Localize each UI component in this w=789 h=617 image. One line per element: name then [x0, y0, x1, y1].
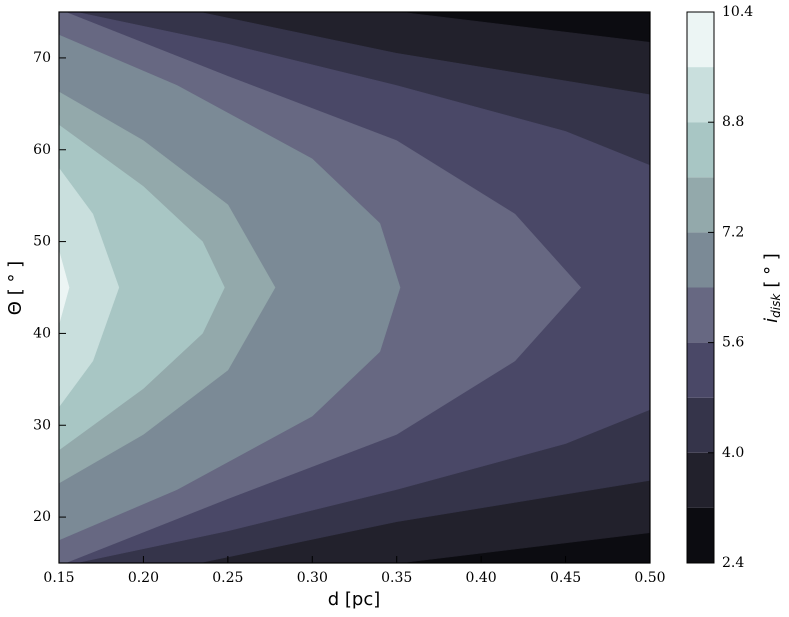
contour-band: [59, 250, 70, 325]
y-tick-label: 40: [33, 325, 51, 341]
contour-band: [59, 167, 120, 408]
colorbar-label-unit: [ ° ]: [761, 253, 782, 288]
colorbar-frame: [686, 11, 715, 564]
plot-frame: [58, 11, 651, 564]
y-tick-label: 30: [33, 417, 51, 433]
x-tick-label: 0.15: [43, 570, 74, 586]
colorbar-label-main: i: [761, 318, 782, 323]
x-tick-label: 0.30: [297, 570, 328, 586]
colorbar-band: [687, 287, 714, 343]
colorbar-band: [687, 232, 714, 288]
x-tick-label: 0.25: [212, 570, 243, 586]
y-tick-label: 50: [33, 234, 51, 250]
colorbar-tick-label: 4.0: [722, 445, 744, 461]
y-tick-label: 70: [33, 50, 51, 66]
colorbar-band: [687, 507, 714, 563]
x-tick-label: 0.45: [550, 570, 581, 586]
colorbar-band: [687, 67, 714, 123]
colorbar-tick-label: 2.4: [722, 555, 744, 571]
colorbar-tick-label: 10.4: [722, 4, 753, 20]
x-tick-label: 0.50: [634, 570, 665, 586]
colorbar-band: [687, 122, 714, 178]
y-tick-label: 20: [33, 509, 51, 525]
colorbar-label: idisk [ ° ]: [761, 253, 783, 323]
colorbar-band: [687, 177, 714, 233]
x-axis-label: d [pc]: [328, 589, 381, 610]
colorbar-band: [687, 397, 714, 453]
contour-band: [59, 124, 225, 451]
colorbar-band: [687, 12, 714, 68]
colorbar-band: [687, 452, 714, 508]
x-tick-label: 0.20: [128, 570, 159, 586]
colorbar-tick-label: 8.8: [722, 114, 744, 130]
colorbar-label-sub: disk: [769, 293, 783, 318]
x-tick-label: 0.35: [381, 570, 412, 586]
x-tick-label: 0.40: [466, 570, 497, 586]
y-tick-label: 60: [33, 142, 51, 158]
colorbar-tick-label: 7.2: [722, 224, 744, 240]
axes: 0.15 0.20 0.25 0.30 0.35 0.40 0.45 0.50 20 30 40 50…: [33, 4, 753, 586]
plot-area: [59, 12, 650, 563]
y-axis-label: Θ [ ° ]: [5, 261, 26, 315]
colorbar-tick-label: 5.6: [722, 335, 744, 351]
colorbar-band: [687, 342, 714, 398]
